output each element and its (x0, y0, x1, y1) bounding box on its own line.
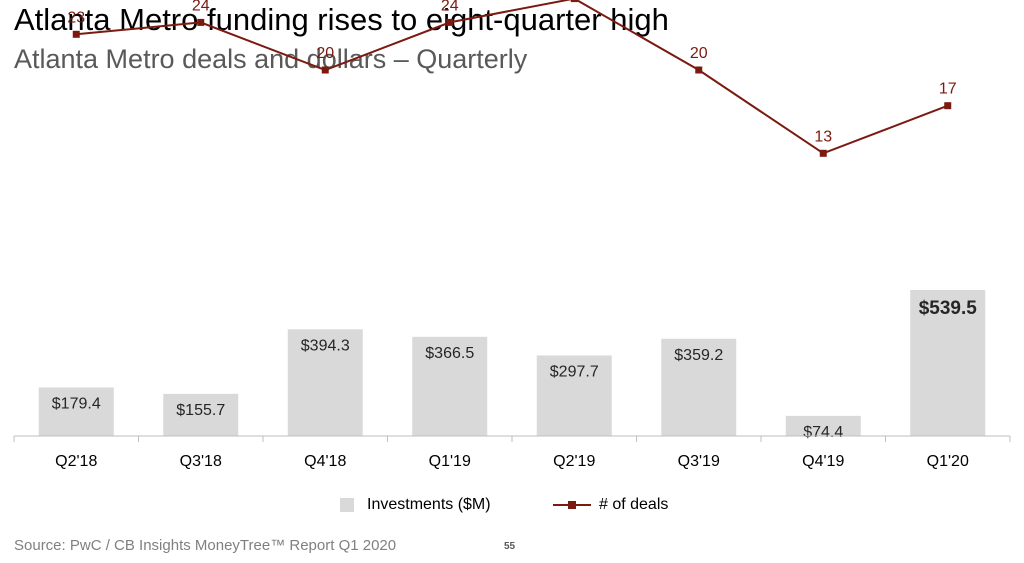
deals-value-label: 13 (814, 128, 832, 145)
bar (163, 393, 239, 436)
legend-line-label: # of deals (599, 496, 669, 513)
bar-value-label: $179.4 (52, 395, 101, 412)
deals-value-label: 20 (316, 45, 334, 62)
x-tick-label: Q3'19 (678, 453, 720, 470)
deals-marker (570, 0, 578, 3)
deals-marker (197, 18, 205, 26)
deals-marker (695, 66, 703, 74)
legend-bar-swatch (340, 498, 354, 512)
deals-marker (321, 66, 329, 74)
bar-value-label: $359.2 (674, 347, 723, 364)
bar (785, 415, 861, 436)
bar (910, 290, 986, 436)
deals-marker (944, 102, 952, 110)
x-tick-label: Q2'19 (553, 453, 595, 470)
deals-marker (446, 18, 454, 26)
bar (412, 336, 488, 436)
legend-item-deals: # of deals (553, 494, 668, 516)
bar-value-label: $155.7 (176, 402, 225, 419)
combo-chart: $179.4 $155.7 $394.3 $366.5 $297.7 $359.2 $74.… (13, 0, 1011, 470)
x-tick-label: Q3'18 (180, 453, 222, 470)
bar-value-label: $74.4 (803, 424, 843, 441)
bar (287, 329, 363, 436)
bar (536, 355, 612, 436)
page-number: 55 (504, 541, 516, 552)
legend-bar-label: Investments ($M) (367, 496, 491, 513)
deals-marker (72, 30, 80, 38)
chart-title: Atlanta Metro funding rises to eight-qua… (14, 2, 669, 37)
x-tick-label: Q1'19 (429, 453, 471, 470)
deals-value-label: 20 (690, 45, 708, 62)
x-tick-label: Q2'18 (55, 453, 97, 470)
deals-value-label: 24 (192, 0, 210, 14)
deals-value-label: 24 (441, 0, 459, 14)
bar-value-label: $539.5 (919, 298, 978, 319)
deals-marker (819, 149, 827, 157)
x-tick-label: Q4'18 (304, 453, 346, 470)
deals-line (76, 0, 949, 155)
legend-item-investments: Investments ($M) (340, 494, 491, 516)
bar (661, 338, 737, 436)
bar-value-label: $297.7 (550, 363, 599, 380)
legend-line-swatch (553, 498, 591, 512)
source-note: Source: PwC / CB Insights MoneyTree™ Rep… (14, 537, 397, 554)
bar (38, 387, 114, 436)
deals-value-label: 23 (67, 9, 85, 26)
x-tick-label: Q1'20 (927, 453, 969, 470)
deals-value-label: 17 (939, 81, 957, 98)
bar-value-label: $394.3 (301, 337, 350, 354)
x-tick-label: Q4'19 (802, 453, 844, 470)
bar-value-label: $366.5 (425, 345, 474, 362)
